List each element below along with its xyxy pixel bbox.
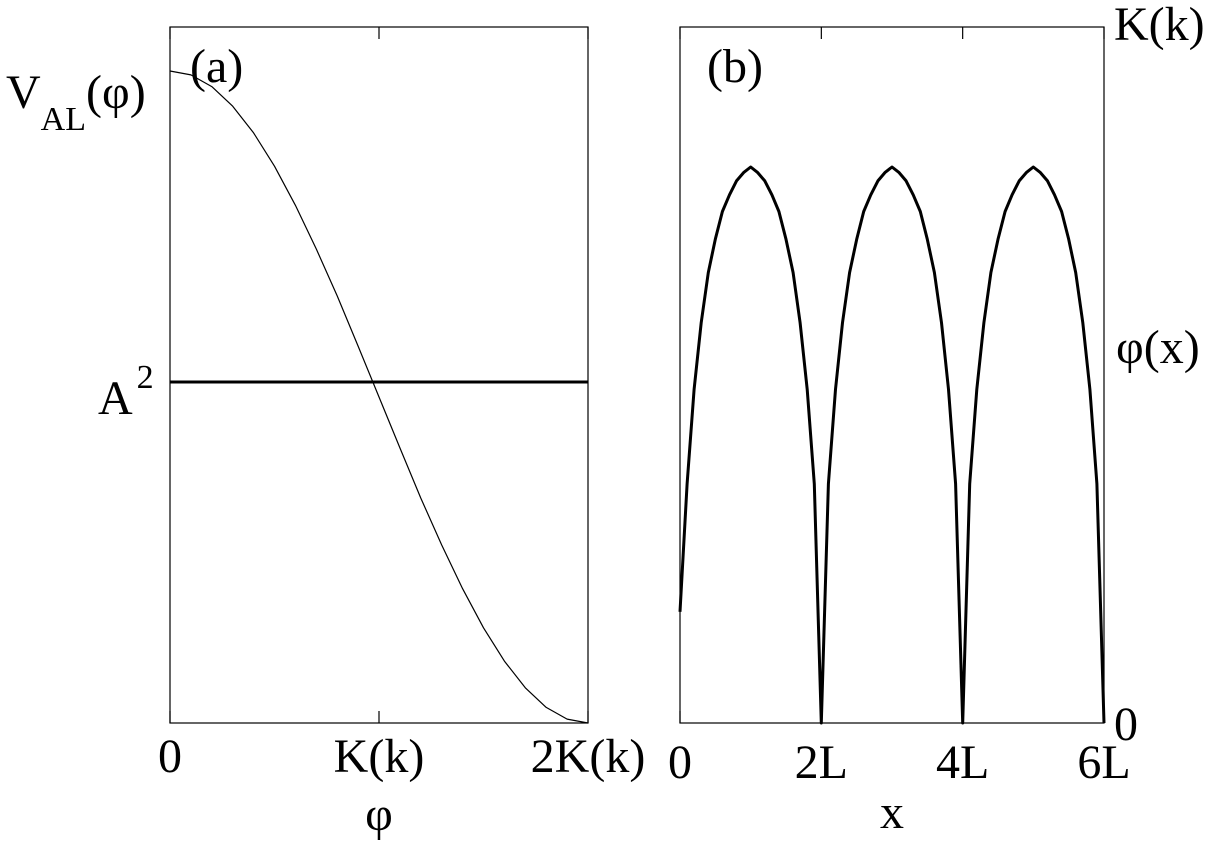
panel-a-ticks: 0 K(k) 2K(k) — [158, 27, 645, 783]
panel-a-label: (a) — [190, 40, 243, 93]
panel-a-ylabel-base: V — [6, 66, 41, 119]
panel-b-series-0-line — [678, 165, 1106, 725]
panel-b-xtick-label-3: 6L — [1077, 736, 1130, 789]
panel-a-xtick-label-0: 0 — [158, 730, 182, 783]
panel-b-ticks: 0 2L 4L 6L — [668, 27, 1131, 789]
panel-b-xtick-label-2: 4L — [936, 736, 989, 789]
panel-a-xlabel: φ — [365, 788, 393, 841]
panel-a-series-0-line — [169, 70, 589, 724]
panel-b-xtick-label-0: 0 — [668, 736, 692, 789]
panel-a-ylabel: VAL(φ) — [6, 66, 146, 138]
panel-b-xlabel: x — [880, 786, 904, 839]
panel-b-right-tick-bottom: 0 — [1114, 698, 1138, 751]
panel-b-ylabel: φ(x) — [1116, 321, 1200, 374]
panel-a-frame — [169, 26, 589, 724]
panel-a-series — [169, 70, 589, 724]
panel-b-frame — [679, 26, 1105, 724]
panel-a-ylabel-subscript: AL — [41, 101, 86, 138]
panel-a-annotation-superscript: 2 — [137, 359, 154, 396]
panel-b-xtick-label-1: 2L — [795, 736, 848, 789]
panel-a-annotation-base: A — [98, 372, 133, 425]
panel-b: (b) K(k) φ(x) 0 x 0 2L 4L 6L — [668, 0, 1205, 839]
panel-a-xtick-label-2: 2K(k) — [531, 730, 646, 783]
panel-b-right-tick-top: K(k) — [1114, 0, 1205, 51]
panel-a-ylabel-suffix: (φ) — [86, 66, 146, 119]
panel-b-label: (b) — [707, 40, 763, 93]
panel-a-xtick-label-1: K(k) — [334, 730, 425, 783]
panel-b-series — [678, 165, 1106, 725]
